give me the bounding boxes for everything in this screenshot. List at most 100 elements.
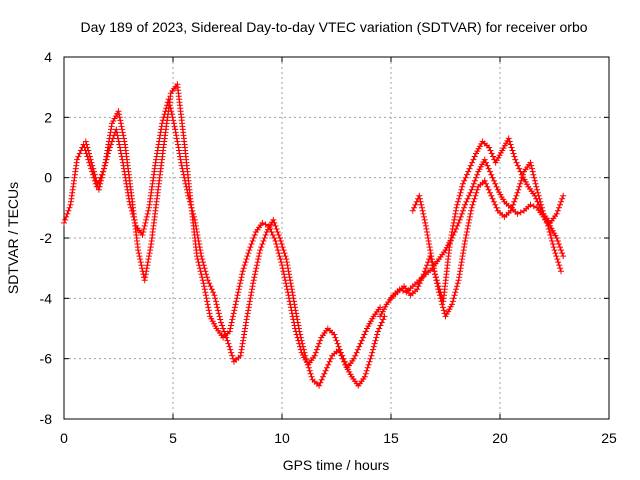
plus-marker <box>288 307 295 314</box>
plus-marker <box>227 325 234 332</box>
plus-marker <box>509 147 516 154</box>
plus-marker <box>463 229 470 235</box>
plus-marker <box>339 352 346 359</box>
plus-marker <box>508 144 515 151</box>
plus-marker <box>306 367 313 374</box>
plus-marker <box>115 138 122 145</box>
plus-marker <box>370 346 376 353</box>
plus-marker <box>419 204 425 211</box>
plus-marker <box>534 186 541 193</box>
plus-marker <box>170 120 177 127</box>
plus-marker <box>534 189 541 196</box>
plus-marker <box>202 289 209 296</box>
plus-marker <box>219 322 226 329</box>
plus-marker <box>244 253 251 260</box>
plus-marker <box>513 159 520 166</box>
plus-marker <box>204 301 211 308</box>
plus-marker <box>434 283 441 290</box>
plus-marker <box>450 222 457 229</box>
plus-marker <box>255 256 262 263</box>
plus-marker <box>65 207 72 214</box>
plus-marker <box>291 322 298 329</box>
plus-marker <box>74 156 81 163</box>
plus-marker <box>517 180 524 187</box>
plus-marker <box>231 304 238 311</box>
plus-marker <box>312 349 319 356</box>
plus-marker <box>277 256 284 263</box>
plus-marker <box>255 253 262 260</box>
plus-marker <box>220 325 227 332</box>
x-axis-label: GPS time / hours <box>283 457 390 473</box>
plus-marker <box>205 304 212 311</box>
plus-marker <box>137 256 144 263</box>
plus-marker <box>226 328 233 335</box>
plus-marker <box>62 216 69 223</box>
plus-marker <box>235 286 242 293</box>
plus-marker <box>236 283 243 290</box>
plus-marker <box>440 304 446 311</box>
plus-marker <box>454 201 461 208</box>
plus-marker <box>489 195 496 202</box>
plus-marker <box>146 253 152 260</box>
plus-marker <box>325 361 332 368</box>
plus-marker <box>449 298 456 305</box>
plus-marker <box>374 331 381 338</box>
plus-marker <box>246 298 253 305</box>
plus-marker <box>513 192 520 199</box>
plus-marker <box>202 292 209 299</box>
plus-marker <box>242 259 249 266</box>
plus-marker <box>245 250 252 257</box>
plus-marker <box>468 204 475 211</box>
plus-marker <box>557 201 563 208</box>
plus-marker <box>492 180 499 187</box>
plus-marker <box>245 307 252 314</box>
plus-marker <box>466 213 473 220</box>
plus-marker <box>284 286 291 293</box>
plus-marker <box>471 195 478 202</box>
plus-marker <box>538 201 545 208</box>
plus-marker <box>453 283 460 290</box>
plus-marker <box>457 213 464 220</box>
plus-marker <box>429 259 436 266</box>
plus-marker <box>516 165 523 172</box>
plus-marker <box>136 253 143 260</box>
plus-marker <box>117 120 124 127</box>
plus-marker <box>447 235 454 241</box>
plus-marker <box>463 232 470 238</box>
plus-marker <box>377 304 384 311</box>
plus-marker <box>529 168 536 175</box>
plus-marker <box>490 177 497 184</box>
plus-marker <box>282 277 289 284</box>
plus-marker <box>452 289 459 296</box>
plus-marker <box>361 331 368 338</box>
plus-marker <box>558 198 564 205</box>
plus-marker <box>234 292 241 299</box>
plus-marker <box>142 274 149 281</box>
plus-marker <box>230 310 237 317</box>
plus-marker <box>341 358 348 365</box>
plus-marker <box>206 310 213 317</box>
plus-marker <box>229 316 236 323</box>
plus-marker <box>279 262 285 269</box>
plus-marker <box>336 346 343 353</box>
series-track-a <box>61 96 388 389</box>
plus-marker <box>464 195 471 202</box>
plus-marker <box>75 153 82 160</box>
plus-marker <box>276 235 283 241</box>
plus-marker <box>415 283 422 290</box>
plus-marker <box>449 301 455 308</box>
plus-marker <box>453 204 460 211</box>
plus-marker <box>247 244 254 251</box>
plus-marker <box>279 265 286 272</box>
chart-title: Day 189 of 2023, Sidereal Day-to-day VTE… <box>80 19 587 35</box>
plus-marker <box>559 250 566 257</box>
plus-marker <box>424 262 430 269</box>
plus-marker <box>296 340 303 347</box>
plus-marker <box>275 232 282 238</box>
plus-marker <box>553 235 560 241</box>
plus-marker <box>290 316 297 323</box>
plus-marker <box>279 244 286 251</box>
plus-marker <box>117 117 124 124</box>
plus-marker <box>364 364 371 371</box>
